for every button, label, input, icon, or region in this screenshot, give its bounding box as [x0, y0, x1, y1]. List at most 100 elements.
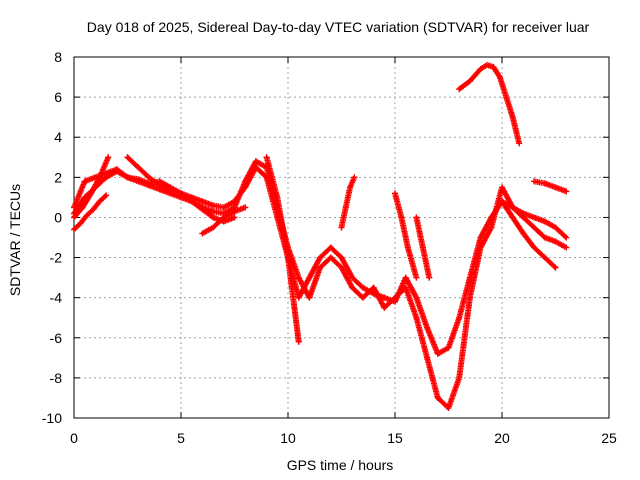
data-point	[509, 204, 516, 211]
data-point	[445, 344, 452, 351]
series-track-12	[531, 178, 570, 195]
y-tick-label: -10	[42, 410, 62, 426]
data-point	[242, 204, 249, 211]
data-point	[426, 274, 433, 281]
data-point	[274, 194, 281, 201]
series-track-11	[456, 62, 523, 147]
data-point	[113, 168, 120, 175]
data-point	[317, 254, 324, 261]
data-point	[145, 182, 152, 189]
data-point	[317, 264, 324, 271]
data-point	[145, 174, 152, 181]
data-point	[103, 192, 110, 199]
y-tick-label: -2	[50, 250, 63, 266]
series-track-13	[499, 198, 559, 271]
data-point	[83, 212, 90, 219]
series-track-6	[199, 204, 249, 237]
data-point	[96, 174, 103, 181]
data-point	[96, 198, 103, 205]
data-point	[338, 254, 345, 261]
data-point	[531, 244, 538, 251]
data-point	[413, 294, 420, 301]
data-point	[349, 274, 356, 281]
data-point	[541, 254, 548, 261]
data-point	[347, 184, 354, 191]
data-point	[295, 338, 302, 345]
data-point	[477, 244, 484, 251]
data-point	[499, 184, 505, 191]
data-point	[419, 244, 426, 251]
data-point	[327, 254, 334, 261]
data-point	[81, 178, 88, 185]
data-point	[349, 284, 356, 291]
data-point	[135, 164, 142, 171]
x-tick-label: 20	[494, 430, 510, 446]
data-point	[531, 178, 538, 185]
data-point	[178, 190, 184, 197]
data-point	[231, 214, 238, 221]
series-track-8	[338, 174, 358, 231]
plot-frame	[73, 56, 610, 419]
x-tick-label: 5	[177, 430, 185, 446]
data-point	[424, 354, 431, 361]
series-track-7	[263, 154, 302, 345]
data-point	[445, 404, 452, 411]
data-point	[413, 214, 420, 221]
data-point	[351, 174, 358, 181]
data-point	[509, 214, 516, 221]
data-point	[220, 204, 227, 211]
data-point	[306, 274, 313, 281]
data-point	[466, 294, 473, 301]
data-point	[252, 158, 259, 165]
data-point	[434, 350, 441, 357]
data-point	[359, 294, 366, 301]
data-point	[552, 224, 559, 231]
data-point	[381, 294, 388, 301]
x-tick-label: 25	[601, 430, 617, 446]
y-tick-label: 0	[54, 209, 62, 225]
y-tick-label: 8	[54, 49, 62, 65]
data-point	[359, 284, 366, 291]
data-point	[295, 294, 302, 301]
data-point	[413, 274, 420, 281]
data-point	[531, 214, 538, 221]
data-point	[210, 214, 217, 221]
y-tick-label: -8	[50, 370, 63, 386]
data-point	[392, 294, 398, 301]
data-point	[90, 206, 97, 213]
data-point	[88, 190, 95, 197]
data-point	[79, 204, 86, 211]
data-point	[71, 226, 77, 233]
data-point	[398, 214, 405, 221]
data-point	[402, 284, 409, 291]
series-track-3	[71, 192, 110, 233]
y-tick-label: -6	[50, 330, 63, 346]
data-point	[103, 174, 110, 181]
data-point	[499, 198, 505, 205]
x-axis-label: GPS time / hours	[287, 457, 394, 473]
data-point	[199, 198, 206, 205]
data-point	[210, 208, 217, 215]
data-point	[220, 214, 227, 221]
data-point	[242, 178, 249, 185]
data-point	[124, 154, 131, 161]
data-point	[156, 182, 163, 189]
data-point	[541, 180, 548, 187]
data-point	[71, 214, 77, 221]
data-point	[466, 78, 473, 85]
data-point	[338, 224, 345, 231]
data-point	[135, 178, 142, 185]
data-point	[456, 314, 463, 321]
data-point	[563, 234, 570, 241]
data-points	[71, 62, 570, 411]
data-point	[490, 64, 497, 71]
x-axis-ticks: 0 5 10 15 20 25	[70, 57, 617, 446]
data-point	[520, 230, 527, 237]
data-point	[520, 214, 527, 221]
data-point	[496, 74, 503, 81]
data-point	[210, 224, 217, 231]
data-point	[404, 244, 411, 251]
data-point	[484, 62, 491, 69]
data-point	[516, 140, 523, 147]
data-point	[381, 304, 388, 311]
